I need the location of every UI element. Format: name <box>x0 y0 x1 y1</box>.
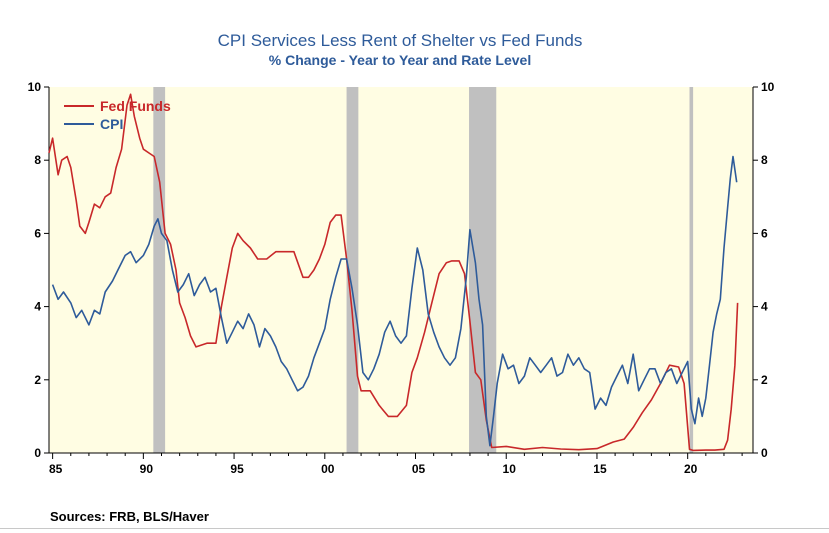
series-line-fed-funds <box>48 93 739 452</box>
y-tick-label-right: 10 <box>761 80 775 94</box>
recession-band <box>153 87 166 453</box>
y-tick-label-left: 2 <box>34 373 41 387</box>
x-tick-label: 05 <box>412 462 426 476</box>
y-tick-label-right: 4 <box>761 300 768 314</box>
x-tick-label: 20 <box>684 462 698 476</box>
plot-background <box>49 87 753 453</box>
divider <box>0 528 829 529</box>
x-tick-label: 10 <box>503 462 517 476</box>
y-tick-label-left: 4 <box>34 300 41 314</box>
legend-label: Fed Funds <box>100 98 171 114</box>
y-tick-label-left: 10 <box>28 80 42 94</box>
y-tick-label-right: 2 <box>761 373 768 387</box>
y-tick-label-right: 8 <box>761 153 768 167</box>
sources-note: Sources: FRB, BLS/Haver <box>50 509 209 524</box>
chart-title: CPI Services Less Rent of Shelter vs Fed… <box>218 31 583 50</box>
series-line-cpi <box>51 155 738 447</box>
legend: Fed Funds CPI <box>64 98 171 132</box>
x-tick-label: 15 <box>593 462 607 476</box>
y-tick-label-left: 8 <box>34 153 41 167</box>
recession-band <box>689 87 694 453</box>
chart-subtitle: % Change - Year to Year and Rate Level <box>269 52 531 68</box>
x-tick-label: 95 <box>230 462 244 476</box>
x-tick-label: 85 <box>49 462 63 476</box>
y-tick-label-right: 0 <box>761 446 768 460</box>
x-tick-label: 90 <box>140 462 154 476</box>
y-tick-label-left: 6 <box>34 226 41 240</box>
y-tick-label-left: 0 <box>34 446 41 460</box>
legend-label: CPI <box>100 116 123 132</box>
y-tick-label-right: 6 <box>761 226 768 240</box>
recession-band <box>346 87 359 453</box>
x-tick-label: 00 <box>321 462 335 476</box>
